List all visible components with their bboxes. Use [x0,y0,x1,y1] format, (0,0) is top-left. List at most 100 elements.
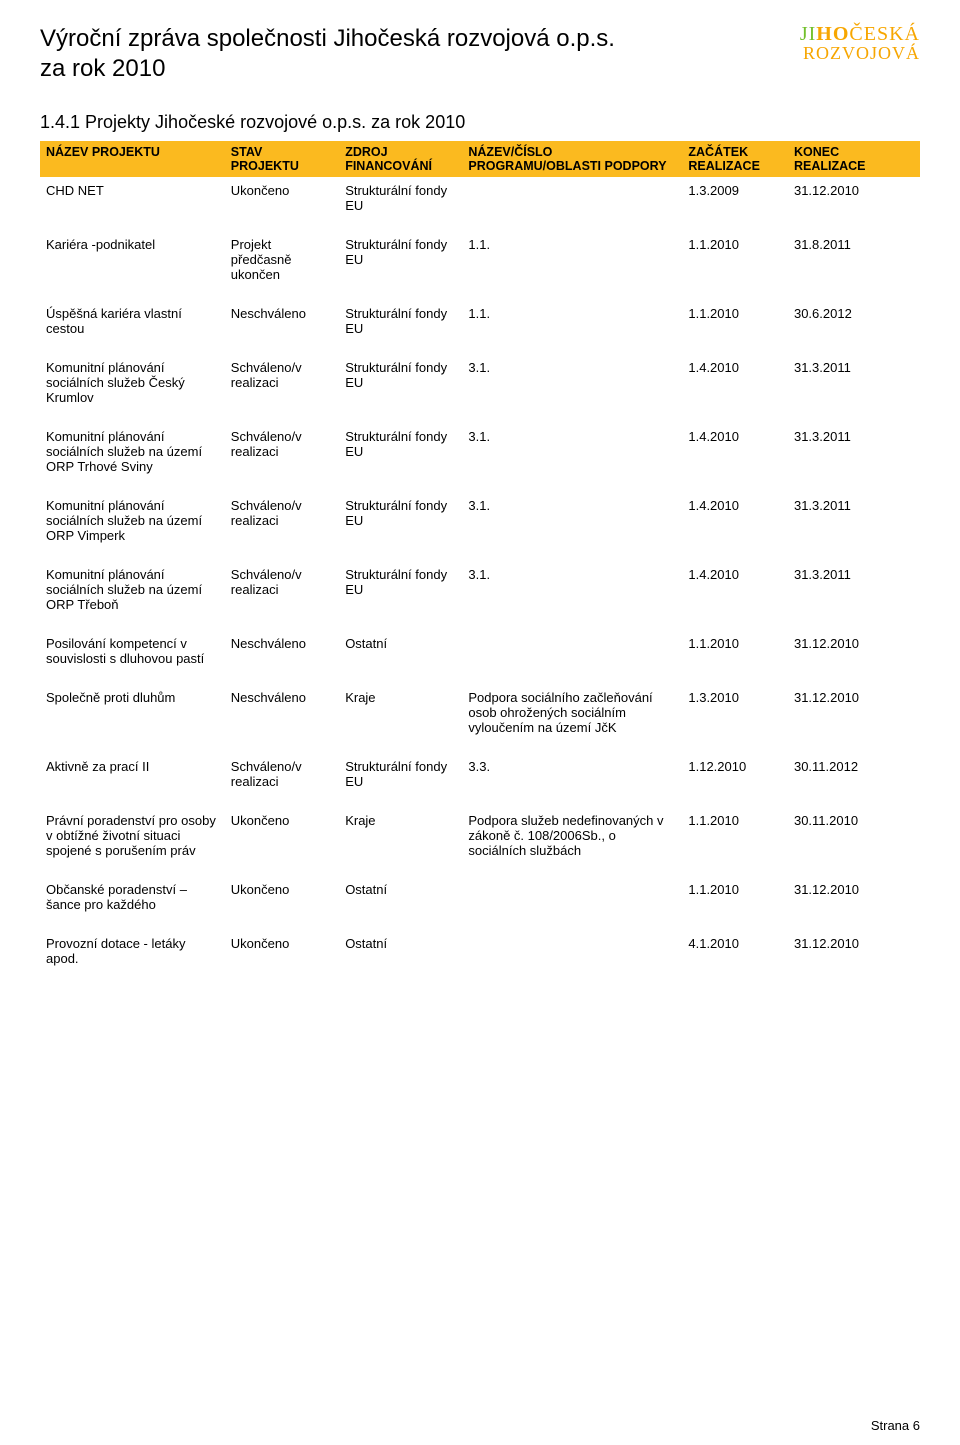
cell-prog: 1.1. [462,300,682,354]
cell-status: Neschváleno [225,300,339,354]
table-row: Komunitní plánování sociálních služeb na… [40,423,920,492]
cell-prog [462,876,682,930]
table-row: Občanské poradenství – šance pro každého… [40,876,920,930]
cell-prog: Podpora sociálního začleňování osob ohro… [462,684,682,753]
table-row: Kariéra -podnikatelProjekt předčasně uko… [40,231,920,300]
cell-name: Aktivně za prací II [40,753,225,807]
cell-start: 1.1.2010 [682,876,788,930]
cell-status: Neschváleno [225,630,339,684]
table-row: Provozní dotace - letáky apod.UkončenoOs… [40,930,920,984]
report-title: Výroční zpráva společnosti Jihočeská roz… [40,24,615,84]
cell-fund: Kraje [339,807,462,876]
cell-name: Kariéra -podnikatel [40,231,225,300]
table-row: CHD NETUkončenoStrukturální fondy EU1.3.… [40,177,920,231]
cell-name: Komunitní plánování sociálních služeb na… [40,492,225,561]
table-row: Úspěšná kariéra vlastní cestouNeschválen… [40,300,920,354]
cell-prog: 3.1. [462,423,682,492]
cell-name: Komunitní plánování sociálních služeb Če… [40,354,225,423]
cell-fund: Strukturální fondy EU [339,300,462,354]
table-row: Posilování kompetencí v souvislosti s dl… [40,630,920,684]
company-logo: JIHOČESKÁ ROZVOJOVÁ [800,24,920,62]
cell-status: Schváleno/v realizaci [225,423,339,492]
cell-status: Projekt předčasně ukončen [225,231,339,300]
cell-end: 31.3.2011 [788,492,920,561]
cell-start: 1.4.2010 [682,561,788,630]
cell-start: 1.1.2010 [682,300,788,354]
cell-end: 31.12.2010 [788,930,920,984]
cell-prog: 1.1. [462,231,682,300]
cell-name: Právní poradenství pro osoby v obtížné ž… [40,807,225,876]
cell-start: 1.1.2010 [682,630,788,684]
table-header: NÁZEV PROJEKTU STAV PROJEKTU ZDROJ FINAN… [40,141,920,177]
cell-name: Provozní dotace - letáky apod. [40,930,225,984]
cell-status: Schváleno/v realizaci [225,561,339,630]
cell-name: Společně proti dluhům [40,684,225,753]
cell-fund: Strukturální fondy EU [339,177,462,231]
cell-start: 1.4.2010 [682,492,788,561]
report-title-line1: Výroční zpráva společnosti Jihočeská roz… [40,24,615,54]
report-title-line2: za rok 2010 [40,54,615,84]
logo-text-ceska: ČESKÁ [849,23,920,45]
col-header-name: NÁZEV PROJEKTU [40,141,225,177]
table-body: CHD NETUkončenoStrukturální fondy EU1.3.… [40,177,920,984]
cell-status: Schváleno/v realizaci [225,753,339,807]
cell-end: 31.12.2010 [788,876,920,930]
table-row: Komunitní plánování sociálních služeb na… [40,492,920,561]
cell-end: 31.3.2011 [788,354,920,423]
cell-status: Ukončeno [225,876,339,930]
cell-name: Komunitní plánování sociálních služeb na… [40,423,225,492]
cell-name: Posilování kompetencí v souvislosti s dl… [40,630,225,684]
cell-fund: Strukturální fondy EU [339,561,462,630]
cell-prog: Podpora služeb nedefinovaných v zákoně č… [462,807,682,876]
col-header-start: ZAČÁTEK REALIZACE [682,141,788,177]
cell-name: CHD NET [40,177,225,231]
cell-status: Neschváleno [225,684,339,753]
table-row: Komunitní plánování sociálních služeb Če… [40,354,920,423]
cell-fund: Strukturální fondy EU [339,753,462,807]
cell-start: 1.4.2010 [682,354,788,423]
cell-prog [462,630,682,684]
page: Výroční zpráva společnosti Jihočeská roz… [0,0,960,1445]
col-header-prog: NÁZEV/ČÍSLO PROGRAMU/OBLASTI PODPORY [462,141,682,177]
logo-line1: JIHOČESKÁ [800,24,920,44]
cell-fund: Strukturální fondy EU [339,423,462,492]
cell-end: 30.11.2010 [788,807,920,876]
page-header: Výroční zpráva společnosti Jihočeská roz… [40,24,920,84]
cell-end: 31.12.2010 [788,630,920,684]
cell-prog [462,177,682,231]
cell-fund: Strukturální fondy EU [339,492,462,561]
cell-prog [462,930,682,984]
cell-prog: 3.1. [462,561,682,630]
table-row: Společně proti dluhůmNeschválenoKrajePod… [40,684,920,753]
logo-line2: ROZVOJOVÁ [800,44,920,62]
cell-end: 31.12.2010 [788,177,920,231]
cell-fund: Ostatní [339,876,462,930]
cell-fund: Strukturální fondy EU [339,354,462,423]
cell-name: Komunitní plánování sociálních služeb na… [40,561,225,630]
cell-end: 31.12.2010 [788,684,920,753]
logo-text-ji: JI [800,23,816,45]
cell-prog: 3.3. [462,753,682,807]
cell-end: 30.11.2012 [788,753,920,807]
cell-start: 1.12.2010 [682,753,788,807]
cell-status: Schváleno/v realizaci [225,354,339,423]
cell-start: 1.1.2010 [682,231,788,300]
projects-table: NÁZEV PROJEKTU STAV PROJEKTU ZDROJ FINAN… [40,141,920,984]
cell-prog: 3.1. [462,354,682,423]
table-row: Právní poradenství pro osoby v obtížné ž… [40,807,920,876]
cell-start: 1.3.2010 [682,684,788,753]
cell-status: Ukončeno [225,807,339,876]
cell-status: Ukončeno [225,930,339,984]
logo-text-ho: HO [816,23,849,45]
cell-status: Schváleno/v realizaci [225,492,339,561]
cell-fund: Kraje [339,684,462,753]
cell-name: Občanské poradenství – šance pro každého [40,876,225,930]
cell-start: 4.1.2010 [682,930,788,984]
col-header-end: KONEC REALIZACE [788,141,920,177]
cell-fund: Ostatní [339,930,462,984]
cell-end: 31.3.2011 [788,561,920,630]
table-row: Komunitní plánování sociálních služeb na… [40,561,920,630]
cell-fund: Ostatní [339,630,462,684]
col-header-fund: ZDROJ FINANCOVÁNÍ [339,141,462,177]
section-heading: 1.4.1 Projekty Jihočeské rozvojové o.p.s… [40,112,920,133]
